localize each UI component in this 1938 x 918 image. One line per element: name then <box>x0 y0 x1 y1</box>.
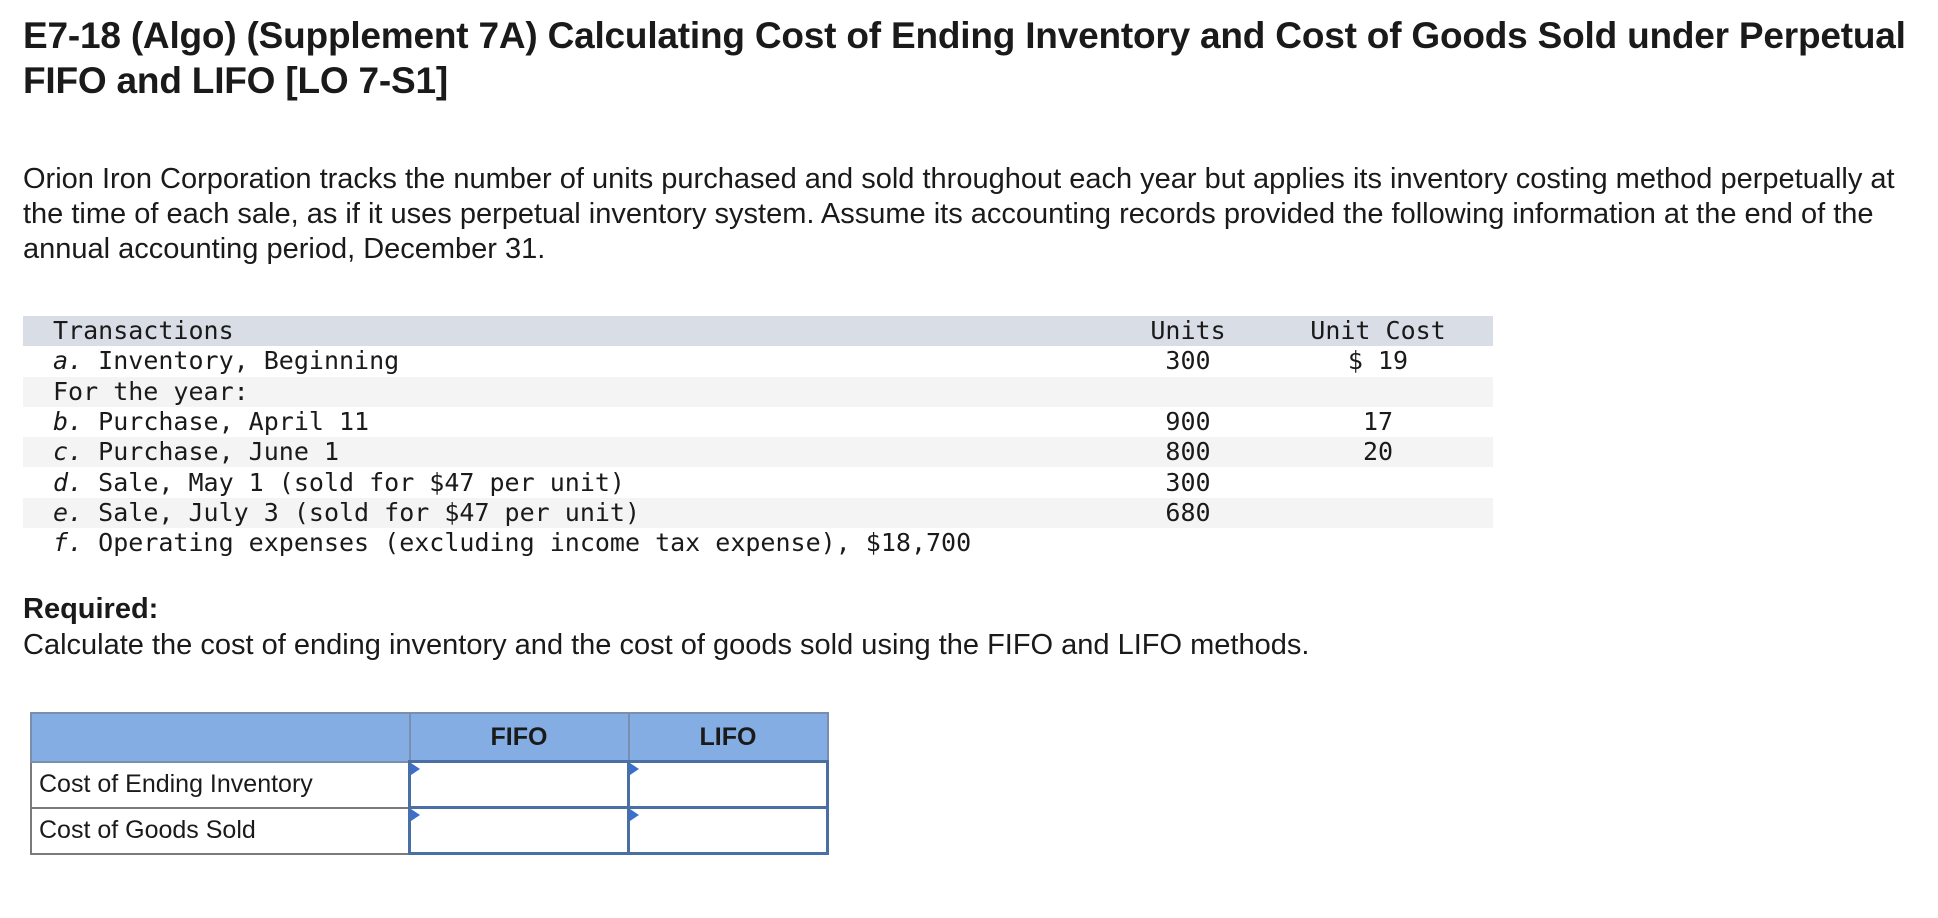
fifo-ending-inventory-cell <box>408 760 630 809</box>
problem-page: E7-18 (Algo) (Supplement 7A) Calculating… <box>23 10 1913 855</box>
transaction-description: b. Purchase, April 11 <box>23 407 1113 437</box>
lifo-ending-inventory-input[interactable] <box>630 763 826 806</box>
transaction-text: For the year: <box>53 376 249 406</box>
transaction-description: a. Inventory, Beginning <box>23 346 1113 376</box>
transaction-description: f. Operating expenses (excluding income … <box>23 528 1113 558</box>
table-row: For the year: <box>23 376 1493 407</box>
transaction-units: 300 <box>1165 346 1211 376</box>
transaction-letter: b. <box>53 407 84 437</box>
fifo-cogs-cell <box>408 806 630 855</box>
problem-intro: Orion Iron Corporation tracks the number… <box>23 163 1895 265</box>
cell-marker-icon <box>630 763 639 775</box>
header-unit-cost: Unit Cost <box>1310 316 1446 346</box>
table-row: c. Purchase, June 1 800 20 <box>23 437 1493 468</box>
fifo-ending-inventory-input[interactable] <box>411 763 627 806</box>
table-row: b. Purchase, April 11 900 17 <box>23 406 1493 438</box>
transaction-unit-cost: 20 <box>1362 437 1394 467</box>
required-text: Calculate the cost of ending inventory a… <box>23 629 1310 661</box>
answer-row-ending-inventory: Cost of Ending Inventory <box>30 760 829 809</box>
transaction-unit-cost <box>1263 467 1493 497</box>
transaction-description: e. Sale, July 3 (sold for $47 per unit) <box>23 498 1113 528</box>
lifo-cogs-cell <box>627 806 829 855</box>
cell-marker-icon <box>630 809 639 821</box>
transaction-units <box>1113 377 1263 407</box>
transaction-description: For the year: <box>23 377 1113 407</box>
transaction-unit-cost <box>1263 528 1493 558</box>
required-heading: Required: <box>23 593 159 625</box>
header-units: Units <box>1150 316 1226 346</box>
transaction-text: Sale, May 1 (sold for $47 per unit) <box>98 467 625 497</box>
answer-table: FIFO LIFO Cost of Ending Inventory Cost … <box>30 712 829 855</box>
transactions-header-row: Transactions Units Unit Cost <box>23 316 1493 347</box>
transaction-description: c. Purchase, June 1 <box>23 437 1113 467</box>
transaction-text: Sale, July 3 (sold for $47 per unit) <box>98 497 641 527</box>
answer-header-lifo: LIFO <box>627 712 829 763</box>
transaction-units <box>1113 528 1263 558</box>
transaction-description: d. Sale, May 1 (sold for $47 per unit) <box>23 467 1113 497</box>
answer-header-row: FIFO LIFO <box>30 712 829 763</box>
transaction-letter: f. <box>53 528 84 558</box>
transaction-text: Operating expenses (excluding income tax… <box>98 528 972 558</box>
transaction-unit-cost: $ 19 <box>1347 346 1409 376</box>
answer-row-cogs: Cost of Goods Sold <box>30 806 829 855</box>
transaction-units: 900 <box>1165 407 1211 437</box>
answer-header-blank <box>30 712 411 763</box>
transactions-table: Transactions Units Unit Cost a. Inventor… <box>23 316 1493 559</box>
transaction-letter: e. <box>53 497 84 527</box>
transaction-units: 680 <box>1165 497 1211 527</box>
transaction-letter: d. <box>53 467 84 497</box>
transaction-unit-cost <box>1263 498 1493 528</box>
transaction-units: 300 <box>1165 467 1211 497</box>
answer-row-label: Cost of Ending Inventory <box>30 760 411 809</box>
table-row: a. Inventory, Beginning 300 $ 19 <box>23 346 1493 377</box>
table-row: e. Sale, July 3 (sold for $47 per unit) … <box>23 497 1493 529</box>
header-transactions: Transactions <box>53 316 234 346</box>
cell-marker-icon <box>411 809 420 821</box>
problem-title: E7-18 (Algo) (Supplement 7A) Calculating… <box>23 15 1906 101</box>
transaction-text: Inventory, Beginning <box>98 346 400 376</box>
transaction-unit-cost <box>1263 377 1493 407</box>
answer-header-fifo: FIFO <box>408 712 630 763</box>
transaction-text: Purchase, April 11 <box>98 407 370 437</box>
transaction-text: Purchase, June 1 <box>98 437 339 467</box>
transaction-letter: a. <box>53 346 84 376</box>
lifo-ending-inventory-cell <box>627 760 829 809</box>
cell-marker-icon <box>411 763 420 775</box>
answer-row-label: Cost of Goods Sold <box>30 806 411 855</box>
table-row: f. Operating expenses (excluding income … <box>23 528 1493 559</box>
transaction-unit-cost: 17 <box>1362 407 1394 437</box>
lifo-cogs-input[interactable] <box>630 809 826 852</box>
fifo-cogs-input[interactable] <box>411 809 627 852</box>
transaction-units: 800 <box>1165 437 1211 467</box>
transaction-letter: c. <box>53 437 84 467</box>
table-row: d. Sale, May 1 (sold for $47 per unit) 3… <box>23 467 1493 498</box>
